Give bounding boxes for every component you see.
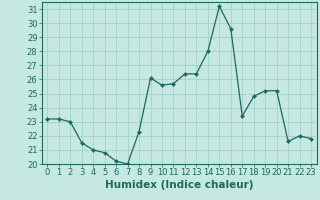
X-axis label: Humidex (Indice chaleur): Humidex (Indice chaleur) [105, 180, 253, 190]
